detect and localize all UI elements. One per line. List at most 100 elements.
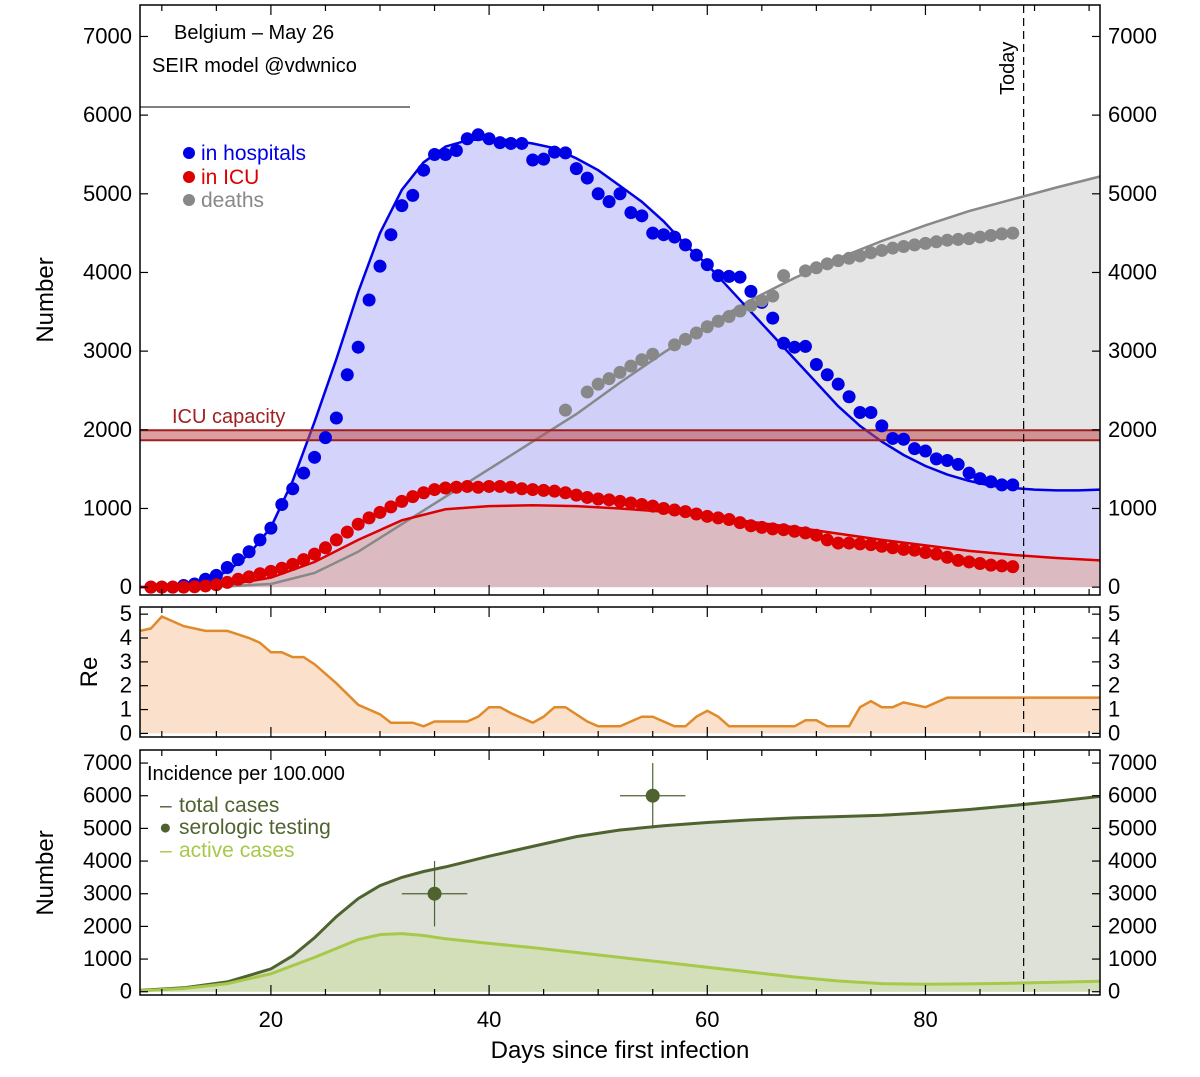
in-icu-point xyxy=(482,479,496,493)
top-panel: 0 0 1000 1000 2000 2000 3000 3000 4000 4000 5000 50… xyxy=(32,4,1157,599)
in-hospitals-point xyxy=(984,475,998,489)
legend-hospitals-label: in hospitals xyxy=(201,142,306,165)
in-icu-point xyxy=(580,490,594,504)
in-icu-point xyxy=(766,522,780,536)
y-tick-label-left: 2000 xyxy=(83,913,132,938)
in-hospitals-point xyxy=(711,269,725,283)
deaths-point xyxy=(744,299,758,313)
deaths-point xyxy=(962,232,976,246)
in-hospitals-point xyxy=(438,147,452,161)
in-icu-point xyxy=(788,524,802,538)
in-icu-point xyxy=(1006,560,1020,574)
in-hospitals-point xyxy=(209,568,223,582)
deaths-point xyxy=(984,228,998,242)
in-icu-point xyxy=(548,484,562,498)
y-tick-label-left: 5000 xyxy=(83,181,132,206)
in-hospitals-point xyxy=(668,230,682,244)
in-hospitals-point xyxy=(831,377,845,391)
deaths-point xyxy=(591,377,605,391)
in-icu-point xyxy=(918,546,932,560)
in-icu-point xyxy=(777,523,791,537)
legend-deaths-marker xyxy=(183,194,195,206)
in-icu-point xyxy=(853,537,867,551)
deaths-point xyxy=(602,372,616,386)
deaths-point xyxy=(1006,226,1020,240)
in-icu-point xyxy=(373,505,387,519)
in-hospitals-point xyxy=(744,284,758,298)
y-tick-label-right: 1000 xyxy=(1108,946,1157,971)
in-hospitals-point xyxy=(864,405,878,419)
y-tick-label-left: 0 xyxy=(120,720,132,745)
in-icu-point xyxy=(678,505,692,519)
top-tick-layer: 0 0 1000 1000 2000 2000 3000 3000 4000 4000 5000 50… xyxy=(83,5,1157,599)
in-icu-point xyxy=(406,490,420,504)
in-hospitals-point xyxy=(231,553,245,567)
y-tick-label-right: 4000 xyxy=(1108,848,1157,873)
deaths-point xyxy=(929,235,943,249)
in-hospitals-point xyxy=(962,466,976,480)
chart-title-line2: SEIR model @vdwnico xyxy=(152,55,357,77)
deaths-point xyxy=(853,249,867,263)
in-hospitals-point xyxy=(406,188,420,202)
in-icu-point xyxy=(177,580,191,594)
bottom-line-layer xyxy=(139,794,1101,993)
legend-active-marker: – xyxy=(160,839,172,862)
in-hospitals-point xyxy=(471,128,485,142)
in-hospitals-point xyxy=(700,258,714,272)
in-icu-model-area xyxy=(140,505,1100,588)
y-tick-label-left: 0 xyxy=(120,574,132,599)
y-tick-label-right: 6000 xyxy=(1108,102,1157,127)
deaths-point xyxy=(798,264,812,278)
in-icu-point xyxy=(842,536,856,550)
serologic-point-layer xyxy=(401,763,686,927)
in-hospitals-point xyxy=(635,209,649,223)
deaths-point xyxy=(820,257,834,271)
legend-active-label: active cases xyxy=(179,839,295,862)
in-icu-point xyxy=(275,561,289,575)
deaths-point xyxy=(755,294,769,308)
in-hospitals-point xyxy=(318,431,332,445)
y-tick-label-left: 1000 xyxy=(83,946,132,971)
in-icu-point xyxy=(504,480,518,494)
in-hospitals-point xyxy=(548,145,562,159)
in-icu-point xyxy=(493,479,507,493)
in-hospitals-point xyxy=(646,226,660,240)
in-hospitals-point xyxy=(613,187,627,201)
chart-title-line1: Belgium – May 26 xyxy=(174,22,334,44)
top-panel-frame xyxy=(139,4,1101,596)
deaths-point xyxy=(940,233,954,247)
in-icu-point xyxy=(722,512,736,526)
in-icu-point xyxy=(362,511,376,525)
in-hospitals-point xyxy=(995,478,1009,492)
in-hospitals-point xyxy=(242,545,256,559)
y-tick-label-right: 1 xyxy=(1108,697,1120,722)
in-hospitals-point xyxy=(624,206,638,220)
in-icu-point xyxy=(188,580,202,594)
in-icu-point xyxy=(733,516,747,530)
deaths-point xyxy=(897,240,911,254)
y-tick-label-left: 4 xyxy=(120,625,132,650)
y-tick-label-right: 0 xyxy=(1108,979,1120,1004)
in-icu-point xyxy=(995,559,1009,573)
deaths-point xyxy=(580,385,594,399)
in-icu-point xyxy=(471,480,485,494)
in-icu-point xyxy=(558,486,572,500)
in-hospitals-point xyxy=(580,171,594,185)
in-icu-point xyxy=(449,480,463,494)
bottom-y-axis-title: Number xyxy=(32,830,59,915)
x-tick-label: 40 xyxy=(477,1007,501,1032)
deaths-point xyxy=(864,246,878,260)
deaths-point xyxy=(995,227,1009,241)
in-hospitals-model-line xyxy=(139,137,1101,589)
in-icu-point xyxy=(624,496,638,510)
in-icu-point xyxy=(820,533,834,547)
in-hospitals-point xyxy=(264,521,278,535)
in-icu-point xyxy=(744,519,758,533)
in-hospitals-point xyxy=(526,153,540,167)
deaths-point xyxy=(766,289,780,303)
y-tick-label-right: 3 xyxy=(1108,649,1120,674)
y-tick-label-left: 3000 xyxy=(83,881,132,906)
y-tick-label-left: 3 xyxy=(120,649,132,674)
deaths-point xyxy=(918,236,932,250)
active-cases-area xyxy=(140,933,1100,992)
